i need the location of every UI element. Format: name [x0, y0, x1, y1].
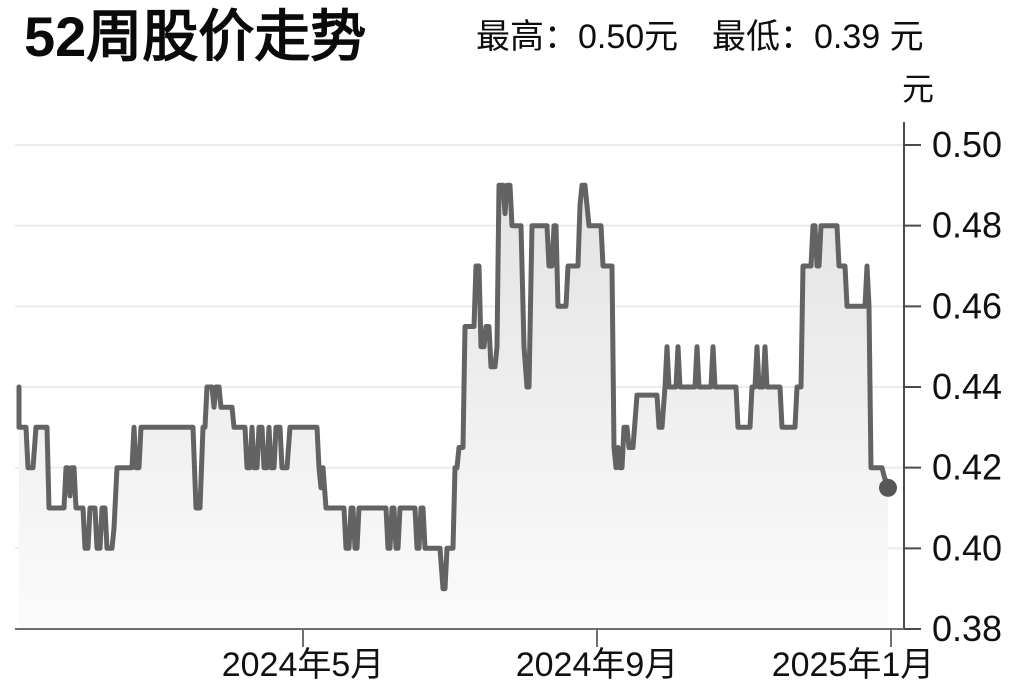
y-tick-label: 0.48 — [932, 205, 1002, 246]
y-tick-label: 0.44 — [932, 366, 1002, 407]
x-tick-label: 2025年1月 — [772, 646, 935, 682]
price-area — [19, 185, 888, 630]
y-tick-label: 0.46 — [932, 285, 1002, 326]
x-tick-label: 2024年5月 — [222, 646, 385, 682]
y-axis-unit-label: 元 — [902, 71, 934, 107]
high-price-label: 最高：0.50元 — [476, 18, 679, 56]
x-tick-label: 2024年9月 — [516, 646, 679, 682]
last-price-dot — [879, 478, 897, 497]
page-title: 52周股价走势 — [24, 5, 367, 68]
y-tick-label: 0.40 — [932, 527, 1002, 568]
price-line — [16, 182, 891, 592]
y-tick-label: 0.38 — [932, 608, 1002, 649]
low-price-label: 最低：0.39 元 — [712, 18, 924, 56]
y-tick-label: 0.42 — [932, 447, 1002, 488]
y-tick-label: 0.50 — [932, 124, 1002, 165]
